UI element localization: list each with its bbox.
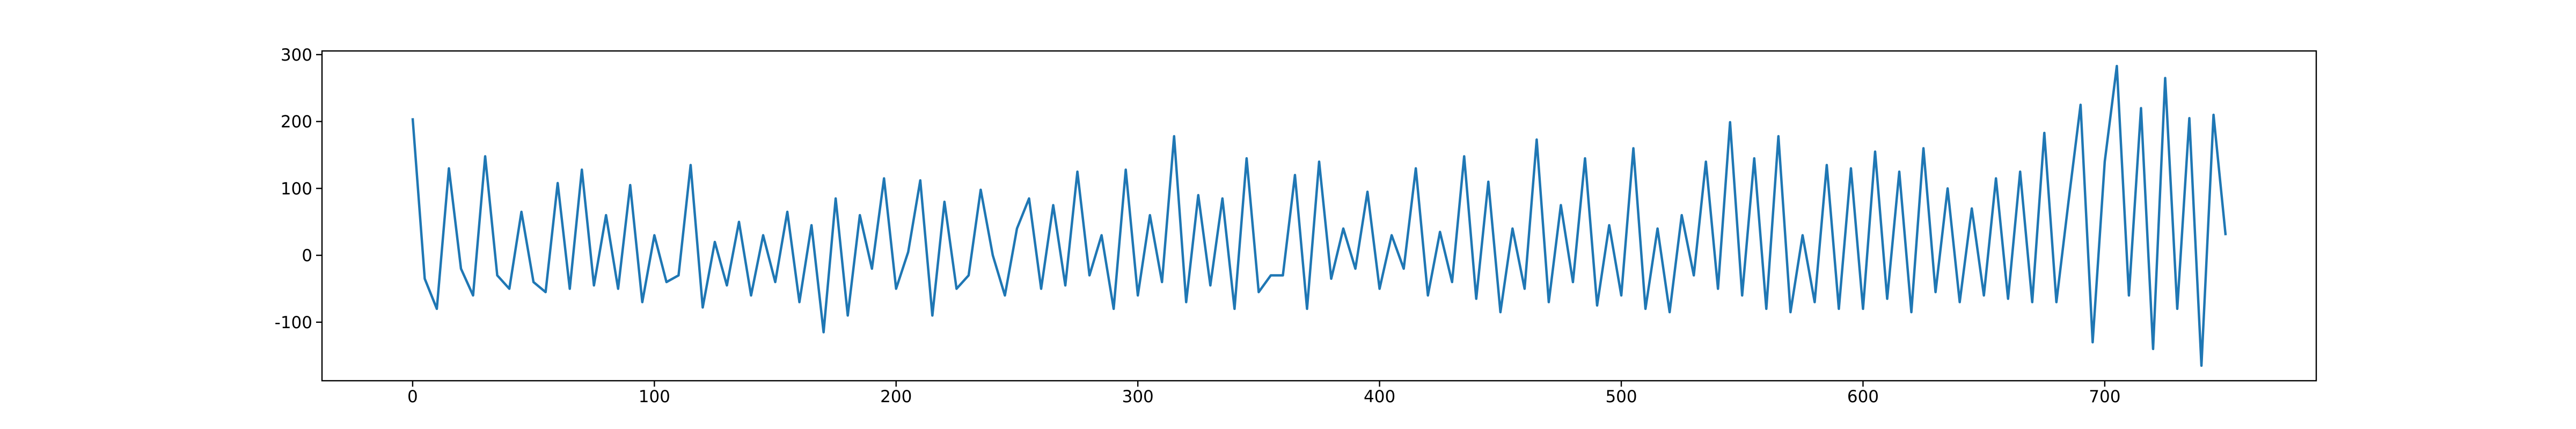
data-line <box>411 64 2227 367</box>
plot-frame <box>321 50 2317 382</box>
x-tick-label: 500 <box>1605 387 1637 406</box>
y-tick-label: 200 <box>281 113 312 132</box>
y-tick-label: 300 <box>281 46 312 65</box>
x-tick-label: 400 <box>1364 387 1395 406</box>
y-tick-label: 100 <box>281 179 312 198</box>
x-tick-label: 300 <box>1122 387 1154 406</box>
x-tick-label: 700 <box>2089 387 2120 406</box>
x-tick-label: 200 <box>880 387 912 406</box>
x-tick-label: 0 <box>407 387 418 406</box>
y-tick-label: -100 <box>275 313 312 332</box>
x-tick-label: 100 <box>639 387 670 406</box>
x-tick-label: 600 <box>1847 387 1879 406</box>
y-tick-label: 0 <box>302 246 312 265</box>
